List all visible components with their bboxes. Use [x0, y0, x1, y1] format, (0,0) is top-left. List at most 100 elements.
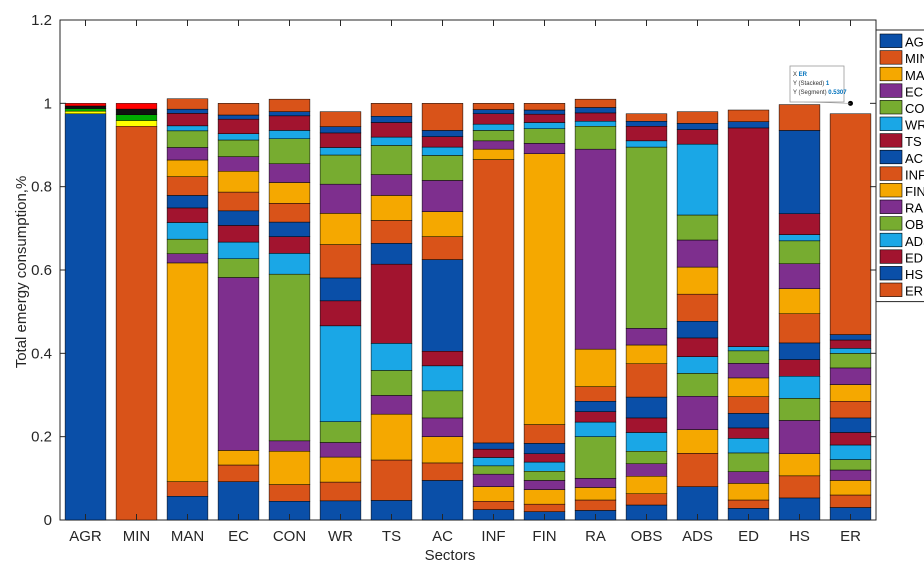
bar-ed-ra[interactable]	[727, 363, 770, 379]
bar-ads-inf[interactable]	[676, 293, 719, 322]
bar-ac-ads[interactable]	[421, 146, 464, 156]
bar-ra-min[interactable]	[574, 499, 617, 511]
bar-ed-con[interactable]	[727, 452, 770, 472]
bar-ads-ac[interactable]	[676, 321, 719, 339]
bar-man-ac[interactable]	[166, 195, 209, 209]
bar-ts-wr[interactable]	[370, 343, 413, 371]
bar-wr-hs[interactable]	[319, 126, 362, 134]
bar-wr-wr[interactable]	[319, 325, 362, 422]
bar-hs-wr[interactable]	[778, 376, 821, 399]
bar-ed-er[interactable]	[727, 109, 770, 122]
bar-ac-inf[interactable]	[421, 236, 464, 260]
bar-ec-ac[interactable]	[217, 210, 260, 226]
bar-fin-fin[interactable]	[523, 153, 566, 425]
bar-inf-hs[interactable]	[472, 109, 515, 115]
bar-min-slice-3[interactable]	[115, 103, 158, 110]
bar-ed-wr[interactable]	[727, 438, 770, 454]
bar-wr-ec[interactable]	[319, 442, 362, 458]
bar-ec-ads[interactable]	[217, 133, 260, 141]
bar-con-ac[interactable]	[268, 221, 311, 237]
bar-er-ads[interactable]	[829, 348, 872, 354]
bar-ac-min[interactable]	[421, 462, 464, 481]
bar-ra-ed[interactable]	[574, 112, 617, 122]
bar-ads-obs[interactable]	[676, 214, 719, 241]
bar-obs-ts[interactable]	[625, 417, 668, 433]
bar-inf-er[interactable]	[472, 103, 515, 110]
bar-fin-ads[interactable]	[523, 122, 566, 129]
bar-ac-ac[interactable]	[421, 259, 464, 352]
bar-er-con[interactable]	[829, 459, 872, 471]
bar-man-ts[interactable]	[166, 207, 209, 223]
bar-hs-ec[interactable]	[778, 420, 821, 454]
bar-obs-con[interactable]	[625, 451, 668, 464]
bar-wr-min[interactable]	[319, 481, 362, 502]
bar-con-man[interactable]	[268, 451, 311, 485]
bar-agr-slice-0[interactable]	[64, 110, 107, 114]
bar-ads-fin[interactable]	[676, 266, 719, 295]
bar-hs-ads[interactable]	[778, 234, 821, 242]
bar-obs-wr[interactable]	[625, 432, 668, 452]
bar-wr-man[interactable]	[319, 456, 362, 483]
bar-con-ec[interactable]	[268, 440, 311, 452]
bar-ec-inf[interactable]	[217, 191, 260, 212]
bar-ra-wr[interactable]	[574, 421, 617, 437]
bar-ec-er[interactable]	[217, 103, 260, 116]
bar-hs-man[interactable]	[778, 453, 821, 477]
bar-hs-ra[interactable]	[778, 263, 821, 289]
bar-er-inf[interactable]	[829, 401, 872, 419]
bar-man-ed[interactable]	[166, 113, 209, 127]
bar-con-er[interactable]	[268, 98, 311, 112]
bar-ec-ts[interactable]	[217, 225, 260, 243]
bar-ts-inf[interactable]	[370, 220, 413, 244]
bar-inf-inf[interactable]	[472, 159, 515, 444]
bar-wr-er[interactable]	[319, 111, 362, 127]
bar-obs-min[interactable]	[625, 493, 668, 506]
bar-man-ads[interactable]	[166, 125, 209, 132]
bar-ac-fin[interactable]	[421, 211, 464, 237]
bar-hs-obs[interactable]	[778, 240, 821, 264]
bar-wr-obs[interactable]	[319, 154, 362, 185]
bar-hs-er[interactable]	[778, 104, 821, 131]
bar-ts-er[interactable]	[370, 103, 413, 117]
bars-layer[interactable]	[64, 98, 872, 521]
bar-fin-obs[interactable]	[523, 128, 566, 144]
bar-ra-ra[interactable]	[574, 148, 617, 350]
bar-agr-slice-3[interactable]	[64, 103, 107, 107]
bar-ec-ra[interactable]	[217, 156, 260, 172]
bar-min-slice-2[interactable]	[115, 108, 158, 115]
bar-er-wr[interactable]	[829, 444, 872, 460]
bar-ts-ec[interactable]	[370, 395, 413, 415]
bar-hs-con[interactable]	[778, 398, 821, 421]
bar-fin-ts[interactable]	[523, 453, 566, 463]
bar-ed-ec[interactable]	[727, 471, 770, 484]
bar-obs-ac[interactable]	[625, 396, 668, 419]
bar-inf-min[interactable]	[472, 501, 515, 510]
bar-ts-obs[interactable]	[370, 145, 413, 175]
bar-er-ec[interactable]	[829, 469, 872, 481]
bar-inf-wr[interactable]	[472, 457, 515, 467]
bar-wr-inf[interactable]	[319, 244, 362, 279]
bar-ts-ts[interactable]	[370, 263, 413, 344]
bar-ed-fin[interactable]	[727, 377, 770, 397]
bar-er-ts[interactable]	[829, 432, 872, 446]
bar-er-ac[interactable]	[829, 417, 872, 433]
bar-inf-ed[interactable]	[472, 113, 515, 125]
bar-fin-inf[interactable]	[523, 424, 566, 444]
bar-wr-ra[interactable]	[319, 183, 362, 214]
bar-agr-slice-2[interactable]	[64, 105, 107, 109]
bar-hs-ts[interactable]	[778, 359, 821, 377]
bar-hs-inf[interactable]	[778, 313, 821, 344]
bar-man-inf[interactable]	[166, 176, 209, 196]
bar-min-min[interactable]	[115, 126, 158, 521]
bar-inf-fin[interactable]	[472, 148, 515, 160]
bar-ads-ec[interactable]	[676, 396, 719, 430]
bar-ra-ts[interactable]	[574, 411, 617, 423]
bar-ads-min[interactable]	[676, 453, 719, 487]
bar-fin-ec[interactable]	[523, 480, 566, 490]
bar-hs-fin[interactable]	[778, 288, 821, 314]
bar-con-inf[interactable]	[268, 203, 311, 223]
bar-inf-man[interactable]	[472, 486, 515, 502]
bar-ra-ec[interactable]	[574, 478, 617, 488]
bar-man-er[interactable]	[166, 98, 209, 110]
bar-hs-hs[interactable]	[778, 130, 821, 215]
